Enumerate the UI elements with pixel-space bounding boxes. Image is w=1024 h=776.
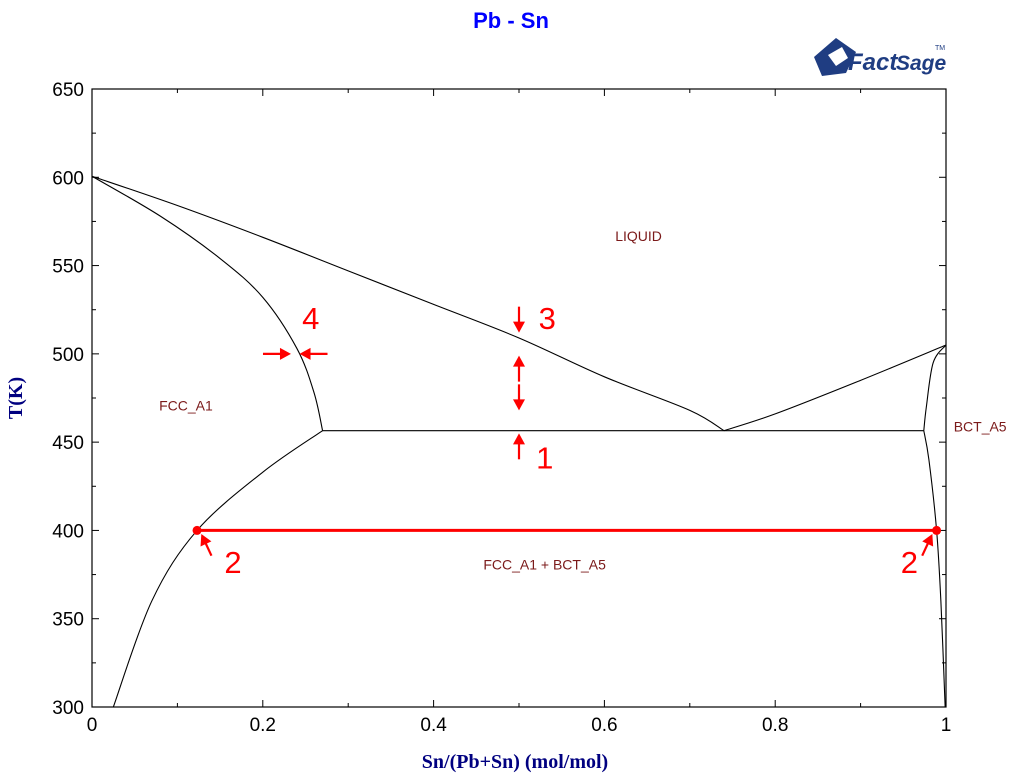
factsage-logo: Fact Sage TM [814, 38, 947, 76]
logo-text-sage: Sage [896, 52, 947, 75]
annotation-arrows [200, 306, 934, 557]
y-axis-label: T(K) [5, 377, 27, 419]
callout-numbers: 1 2 2 3 4 [224, 301, 918, 580]
region-label: BCT_A5 [954, 419, 1007, 435]
arrow-2-right-head [922, 533, 934, 547]
tie-line-endpoint-left [192, 525, 202, 535]
y-tick-label: 500 [52, 345, 84, 366]
boundary-liquidus-sn [723, 344, 947, 432]
boundary-solidus-sn [923, 344, 947, 431]
callout-label: 1 [536, 441, 553, 476]
x-tick-label: 0.4 [420, 715, 447, 736]
tie-line-endpoint-right [932, 525, 942, 535]
arrow-1-up-head [513, 433, 525, 445]
tie-line-group [192, 525, 942, 535]
arrow-3-up-head [513, 355, 525, 367]
y-tick-label: 350 [52, 610, 84, 631]
x-axis: 0 0.2 0.4 0.6 0.8 1 [87, 89, 952, 736]
chart-title: Pb - Sn [473, 8, 549, 33]
arrow-1-down-head [513, 399, 525, 411]
logo-trademark: TM [935, 45, 945, 52]
boundary-liquidus-pb [91, 175, 725, 432]
y-tick-label: 550 [52, 257, 84, 278]
y-tick-label: 400 [52, 521, 84, 542]
y-axis: 300 350 400 450 500 550 600 650 [52, 80, 946, 719]
boundary-solvus-sn [923, 430, 946, 708]
x-tick-label: 0.2 [250, 715, 276, 736]
x-tick-label: 1 [941, 715, 952, 736]
x-tick-label: 0.8 [762, 715, 788, 736]
y-tick-label: 600 [52, 168, 84, 189]
logo-emblem-highlight [828, 47, 848, 66]
phase-boundaries [91, 175, 947, 708]
region-label: LIQUID [615, 228, 662, 244]
x-tick-label: 0.6 [591, 715, 617, 736]
boundary-solidus-pb [91, 175, 324, 431]
logo-text-fact: Fact [848, 49, 898, 76]
boundary-solvus-pb [112, 430, 323, 708]
x-axis-label: Sn/(Pb+Sn) (mol/mol) [422, 751, 608, 773]
region-label: FCC_A1 + BCT_A5 [483, 556, 606, 572]
arrow-4-right-head [279, 347, 291, 360]
callout-label: 2 [224, 545, 241, 580]
callout-label: 3 [539, 301, 556, 336]
callout-label: 2 [901, 545, 918, 580]
region-label: FCC_A1 [159, 397, 213, 413]
y-tick-label: 450 [52, 433, 84, 454]
arrow-3-down-head [513, 321, 525, 333]
arrow-4-left-head [299, 347, 311, 360]
y-tick-label: 300 [52, 698, 84, 719]
y-tick-label: 650 [52, 80, 84, 101]
x-tick-label: 0 [87, 715, 98, 736]
phase-region-labels: LIQUID FCC_A1 BCT_A5 FCC_A1 + BCT_A5 [159, 228, 1007, 572]
arrow-2-left-head [200, 533, 212, 547]
callout-label: 4 [302, 301, 319, 336]
